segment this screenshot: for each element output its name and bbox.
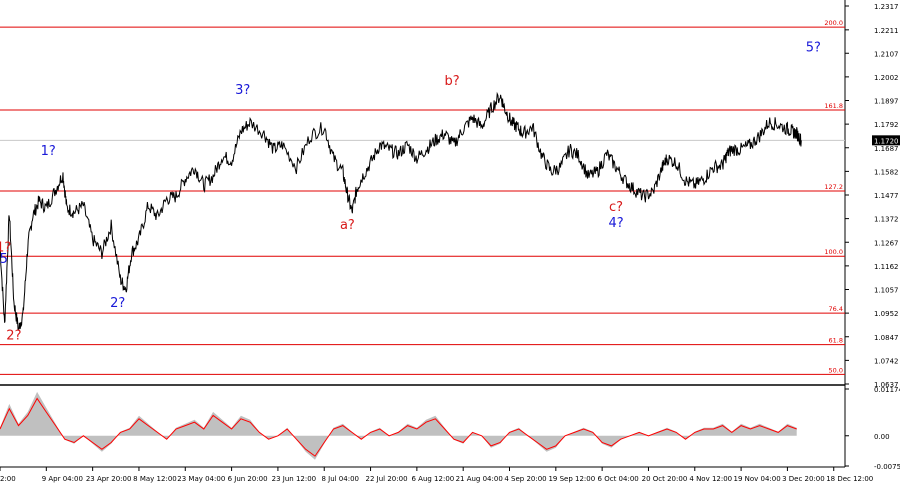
osc-tick-label: 0.01174 <box>874 386 900 394</box>
fib-level-label: 76.4 <box>829 305 843 313</box>
price-tick-label: 1.2107 <box>874 50 899 58</box>
x-tick-label: 3 Dec 20:00 <box>782 475 825 483</box>
x-tick-label: 23 May 04:00 <box>177 475 225 483</box>
x-tick-label: 19 Nov 04:00 <box>733 475 780 483</box>
x-tick-label: 6 Oct 04:00 <box>598 475 639 483</box>
wave-label: b? <box>444 74 459 89</box>
x-tick-label: 23 Jun 12:00 <box>272 475 316 483</box>
wave-label: 5? <box>806 40 821 55</box>
price-tick-label: 1.0637 <box>874 381 899 389</box>
price-tick-label: 1.1162 <box>874 263 899 271</box>
fib-level-label: 61.8 <box>829 337 843 345</box>
price-tick-label: 1.1057 <box>874 287 899 295</box>
x-tick-label: 8 May 12:00 <box>133 475 177 483</box>
price-tick-label: 1.1687 <box>874 145 899 153</box>
x-tick-label: 22 Jul 20:00 <box>366 475 408 483</box>
osc-tick-label: 0.00 <box>874 433 890 441</box>
wave-label: 3? <box>235 83 250 98</box>
wave-label: c? <box>609 200 623 215</box>
price-tick-label: 1.1267 <box>874 239 899 247</box>
fib-level-label: 100.0 <box>824 248 843 256</box>
x-tick-label: 20 Oct 20:00 <box>642 475 688 483</box>
wave-label: 2? <box>110 296 125 311</box>
price-panel: 1.2317 1.2211 1.2107 1.2002 1.1897 1.1792 1.16… <box>0 0 900 467</box>
x-tick-label: 4 Sep 20:00 <box>504 475 546 483</box>
wave-label: 2? <box>6 328 21 343</box>
x-tick-label: 23 Apr 20:00 <box>86 475 132 483</box>
price-tick-label: 1.1582 <box>874 168 899 176</box>
fib-level-label: 161.8 <box>824 102 843 110</box>
oscillator-panel: 0.01174 0.00 -0.00759 <box>0 386 900 471</box>
x-tick-label: 8 Jul 04:00 <box>321 475 359 483</box>
x-tick-label: 18 Dec 12:00 <box>826 475 873 483</box>
wave-label: 1? <box>0 241 11 256</box>
fib-level-label: 200.0 <box>824 19 843 27</box>
x-tick-label: 2:00 <box>0 475 16 483</box>
wave-label: a? <box>340 218 355 233</box>
x-axis: 2:00 9 Apr 04:00 23 Apr 20:00 8 May 12:00 23… <box>0 467 873 483</box>
x-tick-label: 19 Sep 12:00 <box>548 475 595 483</box>
x-tick-label: 6 Jun 20:00 <box>228 475 268 483</box>
x-tick-label: 9 Apr 04:00 <box>42 475 83 483</box>
price-tick-label: 1.2211 <box>874 27 899 35</box>
x-tick-label: 4 Nov 12:00 <box>689 475 732 483</box>
price-tick-label: 1.0952 <box>874 310 899 318</box>
price-tick-label: 1.1477 <box>874 192 899 200</box>
current-price-label: 1.1720 <box>874 137 899 145</box>
price-tick-label: 1.0847 <box>874 334 899 342</box>
fib-level-label: 50.0 <box>829 366 843 374</box>
x-tick-label: 21 Aug 04:00 <box>456 475 503 483</box>
fib-level-label: 127.2 <box>824 183 843 191</box>
oscillator-signal-line <box>0 397 797 457</box>
wave-label: 1? <box>41 144 56 159</box>
x-tick-label: 6 Aug 12:00 <box>411 475 454 483</box>
price-series-line <box>0 91 802 331</box>
osc-tick-label: -0.00759 <box>874 463 900 471</box>
price-tick-label: 1.0742 <box>874 357 899 365</box>
price-tick-label: 1.2002 <box>874 74 899 82</box>
price-tick-label: 1.1372 <box>874 216 899 224</box>
current-price-tag <box>872 135 900 146</box>
price-tick-label: 1.2317 <box>874 3 899 11</box>
wave-label: 5 <box>0 252 8 267</box>
price-tick-label: 1.1792 <box>874 121 899 129</box>
wave-label: 4? <box>608 216 623 231</box>
price-tick-label: 1.1897 <box>874 98 899 106</box>
